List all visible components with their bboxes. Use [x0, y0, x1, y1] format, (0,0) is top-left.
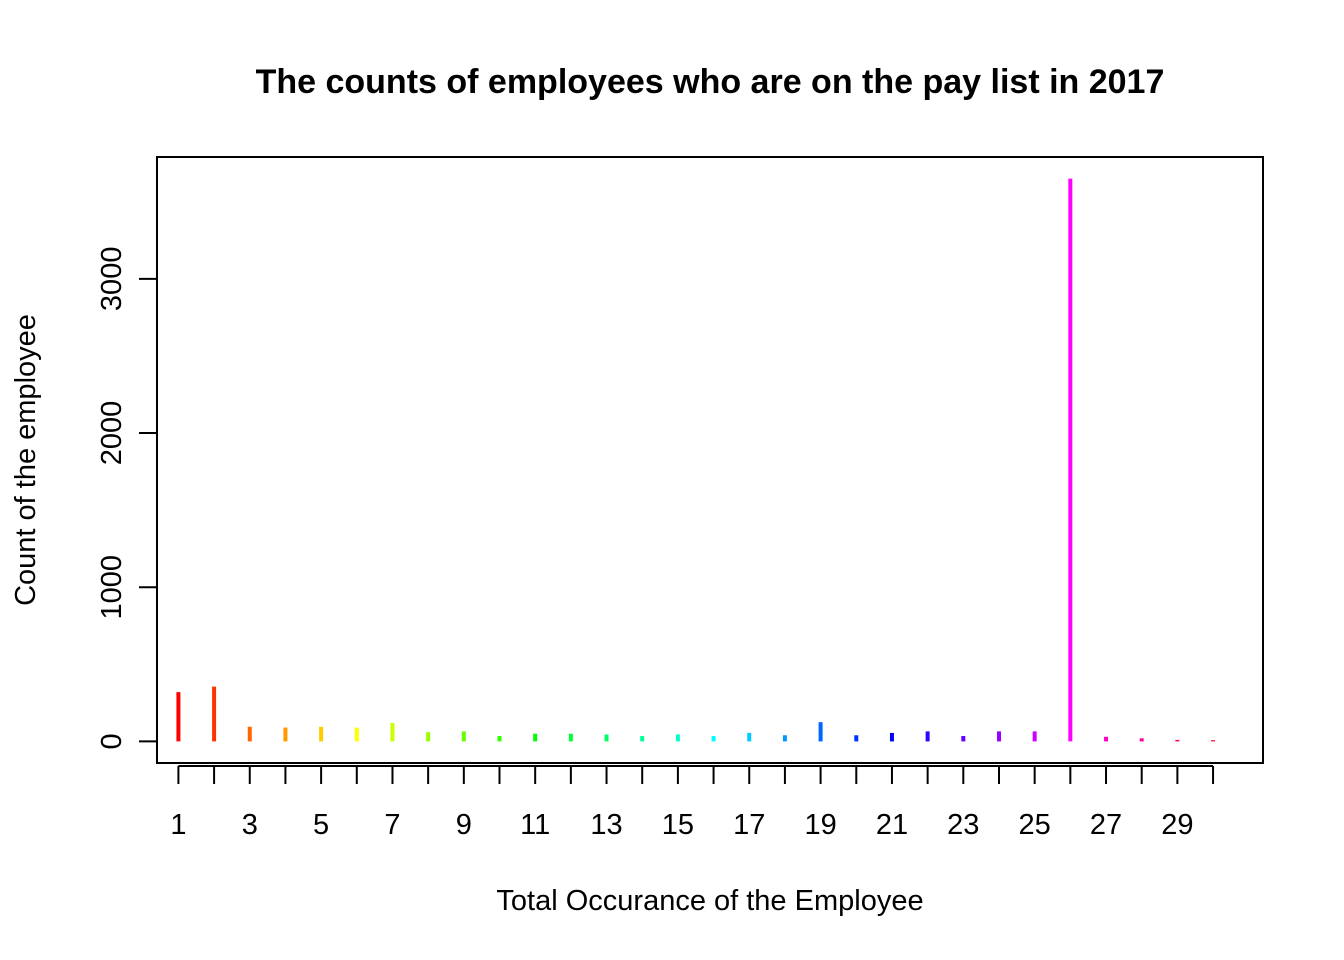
bars: [176, 178, 1216, 742]
x-tick-label-19: 19: [804, 809, 836, 841]
x-tick-label-21: 21: [876, 809, 908, 841]
y-tick-label-0: 0: [96, 733, 128, 749]
plot-frame: [156, 156, 1264, 764]
x-tick-label-1: 1: [170, 809, 186, 841]
x-tick-label-15: 15: [662, 809, 694, 841]
y-tick-label-2000: 2000: [96, 401, 128, 466]
x-tick-label-29: 29: [1161, 809, 1193, 841]
y-axis: 0 1000 2000 3000: [96, 247, 158, 749]
x-axis-label: Total Occurance of the Employee: [496, 885, 923, 917]
x-tick-label-17: 17: [733, 809, 765, 841]
x-tick-label-5: 5: [313, 809, 329, 841]
y-axis-label: Count of the employee: [10, 314, 42, 606]
x-tick-label-11: 11: [520, 809, 550, 841]
y-tick-label-3000: 3000: [96, 247, 128, 312]
x-tick-label-25: 25: [1019, 809, 1051, 841]
x-tick-label-23: 23: [947, 809, 979, 841]
x-tick-label-3: 3: [242, 809, 258, 841]
x-tick-label-13: 13: [590, 809, 622, 841]
x-tick-label-7: 7: [384, 809, 400, 841]
x-tick-label-9: 9: [456, 809, 472, 841]
y-tick-label-1000: 1000: [96, 555, 128, 620]
chart-title: The counts of employees who are on the p…: [256, 63, 1165, 101]
x-tick-label-27: 27: [1090, 809, 1122, 841]
x-axis: 1 3 5 7 9 11 13 15 17 19 21 23 25 27 29: [170, 765, 1215, 841]
